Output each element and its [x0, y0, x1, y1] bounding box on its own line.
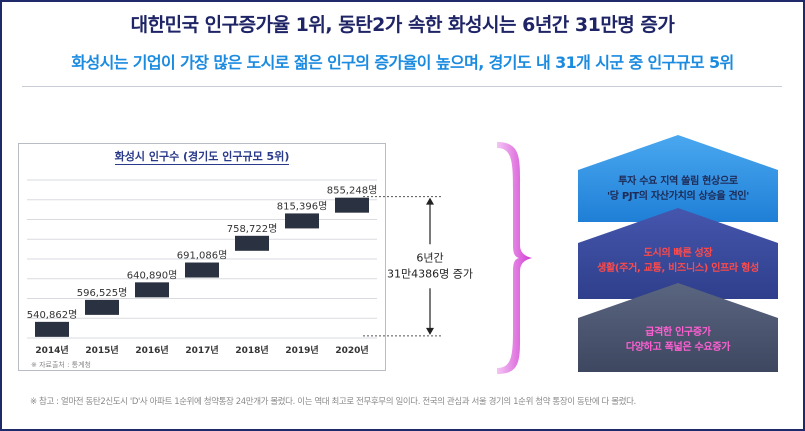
value-label: 758,722명	[227, 223, 278, 235]
bar-2014년	[35, 321, 69, 337]
pyramid-bottom-text: 급격한 인구증가 다양하고 폭넓은 수요증가	[625, 327, 731, 353]
category-label: 2017년	[185, 344, 218, 356]
value-label: 855,248명	[327, 185, 378, 197]
category-label: 2020년	[335, 344, 368, 356]
value-label: 540,862명	[27, 309, 78, 321]
value-label: 815,396명	[277, 200, 328, 212]
chart-title: 화성시 인구수 (경기도 인구규모 5위)	[114, 150, 290, 165]
pyramid-middle-text: 도시의 빠른 성장 생활(주거, 교통, 비즈니스) 인프라 형성	[597, 248, 759, 274]
value-label: 596,525명	[77, 287, 128, 299]
category-label: 2019년	[285, 344, 318, 356]
population-chart: 화성시 인구수 (경기도 인구규모 5위) 540,862명 2014년 596,5…	[18, 143, 386, 371]
divider	[22, 86, 782, 87]
pyramid-top-text: 투자 수요 지역 쏠림 현상으로 '당 PJT의 자산가치의 상승을 견인'	[606, 176, 750, 202]
category-label: 2016년	[135, 344, 168, 356]
category-label: 2014년	[35, 344, 68, 356]
page-title: 대한민국 인구증가율 1위, 동탄2가 속한 화성시는 6년간 31만명 증가	[130, 14, 675, 36]
footnote: ※ 참고 : 얼마전 동탄2신도시 'D'사 아파트 1순위에 청약통장 24만…	[30, 397, 636, 407]
bar-2019년	[285, 213, 319, 229]
page-subtitle: 화성시는 기업이 가장 많은 도시로 젊은 인구의 증가율이 높으며, 경기도 …	[71, 53, 734, 72]
bar-2016년	[135, 282, 169, 298]
value-label: 640,890명	[127, 269, 178, 281]
category-label: 2018년	[235, 344, 268, 356]
bar-2020년	[335, 197, 369, 213]
category-label: 2015년	[85, 344, 118, 356]
value-label: 691,086명	[177, 250, 228, 262]
bar-2017년	[185, 262, 219, 278]
bar-2018년	[235, 235, 269, 251]
chart-plot: 540,862명 2014년 596,525명 2015년 640,890명 2016년 6…	[27, 179, 378, 356]
bar-2015년	[85, 299, 119, 315]
source-note: ※ 자료출처 : 통계청	[31, 361, 91, 369]
